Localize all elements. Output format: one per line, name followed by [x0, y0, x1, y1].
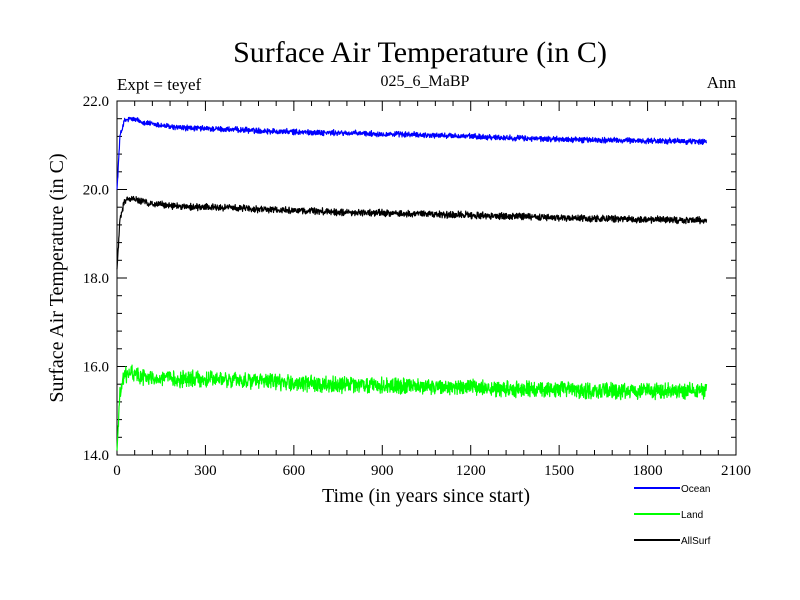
x-tick-label: 900 — [371, 463, 394, 479]
x-axis-label: Time (in years since start) — [322, 485, 530, 507]
chart-subtitle: 025_6_MaBP — [381, 73, 470, 90]
chart-title: Surface Air Temperature (in C) — [233, 36, 607, 69]
y-tick-label: 22.0 — [83, 94, 109, 110]
legend: Ocean Land AllSurf — [634, 484, 711, 547]
period-label: Ann — [707, 73, 737, 92]
y-tick-label: 14.0 — [83, 448, 109, 464]
legend-label-allsurf: AllSurf — [681, 536, 711, 547]
y-tick-label: 20.0 — [83, 183, 109, 199]
axis-ticks — [116, 100, 737, 456]
x-tick-label: 1800 — [633, 463, 663, 479]
series-line-ocean — [116, 116, 708, 190]
legend-label-land: Land — [681, 510, 703, 521]
x-tick-label: 300 — [194, 463, 217, 479]
series-line-land — [116, 364, 708, 451]
series-line-allsurf — [116, 195, 708, 270]
x-tick-label: 1200 — [456, 463, 486, 479]
x-tick-label: 600 — [283, 463, 306, 479]
y-tick-label: 16.0 — [83, 360, 109, 376]
experiment-label: Expt = teyef — [117, 75, 202, 94]
x-tick-label: 2100 — [721, 463, 751, 479]
x-tick-label: 0 — [113, 463, 121, 479]
y-tick-label: 18.0 — [83, 271, 109, 287]
legend-label-ocean: Ocean — [681, 484, 710, 495]
y-axis-label: Surface Air Temperature (in C) — [46, 153, 68, 402]
data-series — [116, 116, 708, 451]
plot-frame — [116, 100, 737, 456]
axis-tick-labels: 0 300 600 900 1200 1500 1800 2100 14.0 16.0 18.0 20… — [83, 94, 751, 479]
x-tick-label: 1500 — [544, 463, 574, 479]
